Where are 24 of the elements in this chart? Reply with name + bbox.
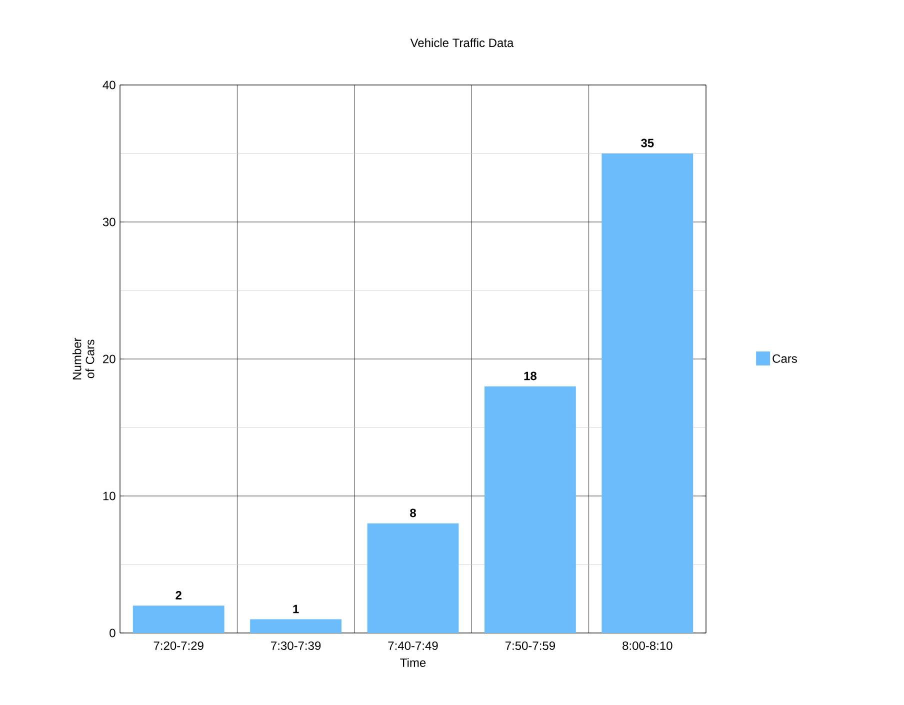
- x-axis-title: Time: [400, 658, 426, 667]
- bar: [484, 386, 576, 633]
- bar: [250, 619, 342, 633]
- y-axis-title: Number of Cars: [72, 338, 94, 380]
- legend-label: Cars: [772, 354, 797, 363]
- bar: [602, 153, 694, 633]
- data-label: 35: [641, 138, 654, 148]
- data-label: 18: [524, 372, 537, 380]
- x-tick-label: 7:50-7:59: [505, 641, 555, 650]
- y-tick-label: 30: [102, 218, 116, 226]
- data-label: 8: [410, 508, 416, 518]
- chart-title: Vehicle Traffic Data: [410, 38, 514, 48]
- y-tick-label: 20: [103, 354, 116, 364]
- x-tick-label: 7:30-7:39: [271, 641, 321, 650]
- y-tick-label: 40: [102, 80, 116, 90]
- bar: [132, 606, 224, 633]
- x-tick-label: 7:40-7:49: [388, 641, 438, 650]
- bar: [367, 523, 459, 633]
- data-label: 2: [176, 591, 182, 600]
- y-tick-label: 0: [110, 628, 116, 638]
- y-tick-label: 10: [103, 492, 116, 500]
- x-tick-label: 8:00-8:10: [622, 641, 672, 650]
- data-label: 1: [293, 604, 299, 614]
- x-tick-label: 7:20-7:29: [154, 641, 204, 650]
